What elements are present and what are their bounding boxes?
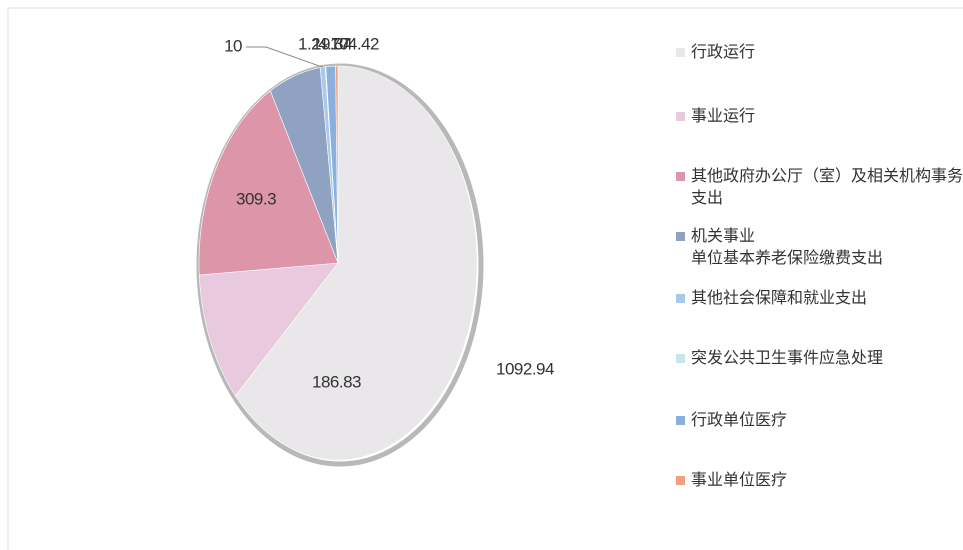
leader-line — [246, 46, 323, 68]
legend-label: 事业单位医疗 — [691, 470, 788, 489]
legend-label: 行政运行 — [691, 42, 756, 61]
legend-swatch — [676, 112, 685, 121]
legend-label: 事业运行 — [691, 106, 756, 125]
legend-label: 其他政府办公厅（室）及相关机构事务支出 — [691, 166, 963, 207]
legend-swatch — [676, 294, 685, 303]
legend-item: 行政运行 — [676, 41, 755, 63]
pie-slice — [235, 65, 478, 461]
legend-item: 其他政府办公厅（室）及相关机构事务支出 — [676, 165, 963, 209]
pie-slice — [198, 262, 339, 397]
legend-item: 行政单位医疗 — [676, 409, 787, 431]
legend-swatch — [676, 232, 685, 241]
legend-item: 其他社会保障和就业支出 — [676, 287, 867, 309]
legend-label: 机关事业 单位基本养老保险缴费支出 — [691, 226, 884, 267]
pie-slice — [335, 65, 339, 264]
legend-label: 突发公共卫生事件应急处理 — [691, 348, 884, 367]
data-label: 104.42 — [330, 34, 379, 53]
data-label: 1.2 — [298, 34, 320, 53]
data-label: 10 — [224, 36, 242, 55]
data-label: 309.3 — [236, 189, 276, 208]
legend-swatch — [676, 476, 685, 485]
legend-swatch — [676, 172, 685, 181]
data-label: 19.34 — [312, 34, 352, 53]
legend-swatch — [676, 48, 685, 57]
data-label: 1092.94 — [496, 359, 554, 378]
pie-slice — [198, 90, 339, 276]
data-label: 186.83 — [312, 372, 361, 391]
pie-slice — [270, 67, 339, 264]
data-label: 4.77 — [318, 34, 349, 53]
legend-label: 其他社会保障和就业支出 — [691, 288, 868, 307]
legend-swatch — [676, 416, 685, 425]
legend-item: 事业单位医疗 — [676, 469, 787, 491]
legend-label: 行政单位医疗 — [691, 410, 788, 429]
legend-swatch — [676, 354, 685, 363]
legend-item: 机关事业 单位基本养老保险缴费支出 — [676, 225, 883, 269]
legend-item: 突发公共卫生事件应急处理 — [676, 347, 883, 369]
legend-item: 事业运行 — [676, 105, 755, 127]
